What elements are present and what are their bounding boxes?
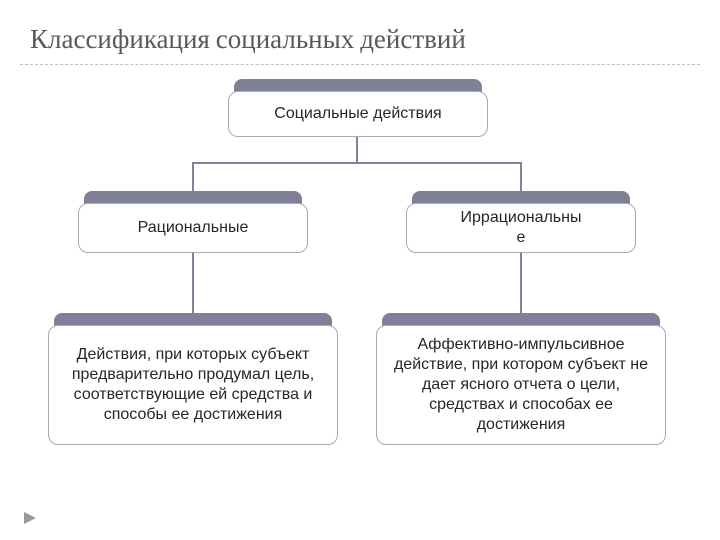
slide-marker-shape	[24, 512, 36, 524]
node-irrational_desc: Аффективно-импульсивное действие, при ко…	[376, 325, 666, 445]
node-irrational: Иррациональны е	[406, 203, 636, 253]
node-rational: Рациональные	[78, 203, 308, 253]
diagram-area: Социальные действия Рациональные Иррациона…	[0, 71, 720, 511]
title-underline	[20, 64, 700, 65]
node-rational_desc: Действия, при которых субъект предварите…	[48, 325, 338, 445]
page-title: Классификация социальных действий	[0, 0, 720, 61]
slide-marker-icon	[24, 512, 36, 524]
node-root: Социальные действия	[228, 91, 488, 137]
